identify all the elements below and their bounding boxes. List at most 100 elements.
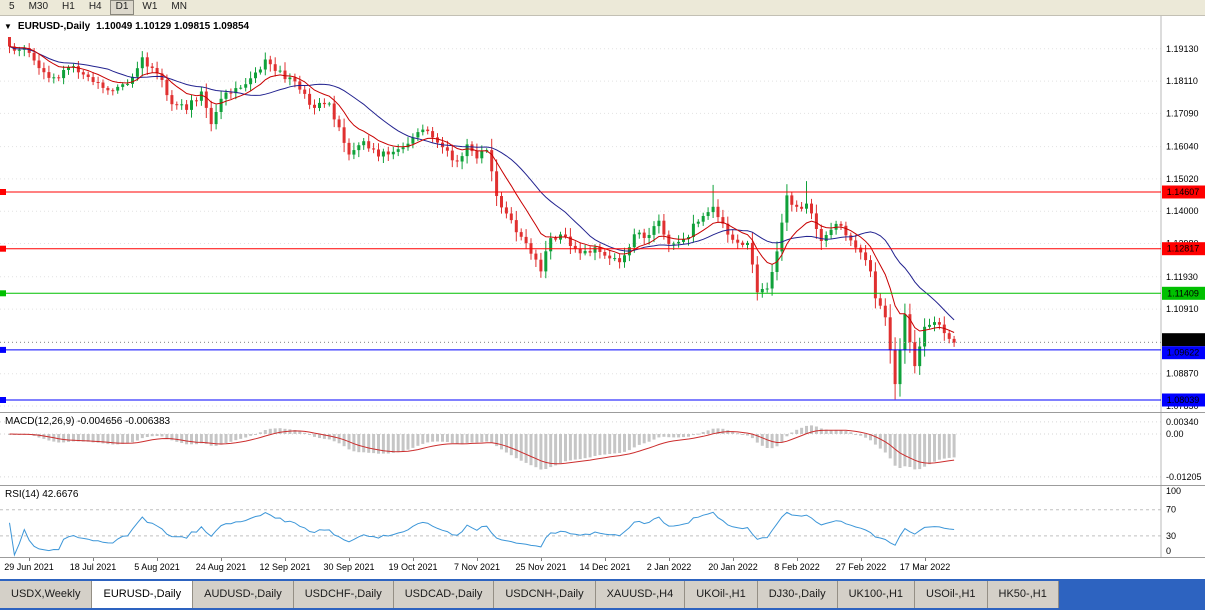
chart-symbol-label: EURUSD-,Daily: [17, 21, 91, 32]
date-axis-label: 24 Aug 2021: [195, 562, 247, 572]
price-gridlines: [0, 48, 1161, 407]
svg-text:1.12817: 1.12817: [1167, 244, 1200, 254]
svg-text:1.16040: 1.16040: [1166, 142, 1199, 152]
one-click-trading-icon[interactable]: ▼: [4, 21, 12, 31]
timeframe-button-mn[interactable]: MN: [171, 1, 187, 12]
date-tick: [541, 558, 542, 561]
price-tag: 1.14607: [1162, 185, 1205, 199]
svg-text:1.08870: 1.08870: [1166, 369, 1199, 379]
svg-text:1.14607: 1.14607: [1167, 187, 1200, 197]
chart-tab-usdx-weekly[interactable]: USDX,Weekly: [0, 581, 93, 608]
svg-text:-0.01205: -0.01205: [1166, 472, 1202, 482]
horizontal-level-line[interactable]: [0, 290, 1161, 297]
chart-tab-usoil-h1[interactable]: USOil-,H1: [915, 581, 988, 608]
svg-text:1.19130: 1.19130: [1166, 44, 1199, 54]
chart-tab-hk50-h1[interactable]: HK50-,H1: [987, 581, 1059, 608]
timeframe-button-5[interactable]: 5: [9, 1, 15, 12]
svg-text:1.10910: 1.10910: [1166, 304, 1199, 314]
svg-text:1.14000: 1.14000: [1166, 206, 1199, 216]
horizontal-level-line[interactable]: [0, 397, 1161, 403]
horizontal-level-line[interactable]: [0, 245, 1161, 252]
date-axis-label: 25 Nov 2021: [515, 562, 567, 572]
chart-tab-eurusd-daily[interactable]: EURUSD-,Daily: [92, 581, 194, 608]
price-tag: 1.12817: [1162, 242, 1205, 256]
level-left-marker: [0, 397, 6, 403]
macd-signal-line[interactable]: [9, 429, 955, 465]
date-tick: [29, 558, 30, 561]
panel-splitter[interactable]: [0, 557, 1205, 558]
date-axis-label: 29 Jun 2021: [4, 562, 54, 572]
date-tick: [797, 558, 798, 561]
price-tag: 1.08039: [1162, 393, 1205, 407]
ma-slow-line[interactable]: [9, 46, 955, 321]
timeframe-button-h1[interactable]: H1: [62, 1, 75, 12]
chart-ohlc-values: 1.10049 1.10129 1.09815 1.09854: [96, 21, 250, 32]
svg-text:1.08039: 1.08039: [1167, 395, 1200, 405]
chart-tab-usdcnh-daily[interactable]: USDCNH-,Daily: [494, 581, 596, 608]
svg-text:1.11409: 1.11409: [1167, 288, 1199, 298]
svg-text:1.09854: 1.09854: [1167, 335, 1200, 345]
date-tick: [605, 558, 606, 561]
date-tick: [157, 558, 158, 561]
date-axis-label: 30 Sep 2021: [323, 562, 375, 572]
timeframe-button-w1[interactable]: W1: [142, 1, 158, 12]
date-axis-label: 5 Aug 2021: [134, 562, 180, 572]
price-tag: 1.11409: [1162, 286, 1205, 300]
timeframe-button-d1[interactable]: D1: [109, 0, 135, 15]
chart-tab-uk100-h1[interactable]: UK100-,H1: [837, 581, 916, 608]
candlestick-series[interactable]: [8, 37, 956, 400]
svg-text:0: 0: [1166, 546, 1171, 556]
svg-text:30: 30: [1166, 531, 1176, 541]
price-tag: 1.09622: [1162, 346, 1205, 360]
date-tick: [861, 558, 862, 561]
chart-tab-ukoil-h1[interactable]: UKOil-,H1: [685, 581, 758, 608]
macd-label: MACD(12,26,9) -0.004656 -0.006383: [5, 416, 171, 427]
main-chart-panel[interactable]: 1.19130 1.18110 1.17090 1.16040 1.15020 1.140…: [0, 16, 1205, 412]
date-axis-label: 14 Dec 2021: [579, 562, 631, 572]
svg-text:1.09622: 1.09622: [1167, 348, 1200, 358]
macd-histogram: [8, 425, 956, 470]
date-tick: [349, 558, 350, 561]
chart-tab-usdchf-daily[interactable]: USDCHF-,Daily: [293, 581, 394, 608]
rsi-line[interactable]: [9, 511, 955, 557]
timeframe-button-h4[interactable]: H4: [88, 1, 102, 12]
date-tick: [733, 558, 734, 561]
date-tick: [925, 558, 926, 561]
price-tag: 1.09854: [1162, 333, 1205, 347]
level-left-marker: [0, 290, 6, 297]
rsi-canvas[interactable]: 100 70 30 0: [0, 486, 1205, 557]
date-tick: [413, 558, 414, 561]
date-tick: [477, 558, 478, 561]
level-left-marker: [0, 189, 6, 195]
horizontal-level-line[interactable]: [0, 346, 1161, 353]
macd-canvas[interactable]: 0.00340 0.00 -0.01205: [0, 413, 1205, 485]
chart-tabs-bar: USDX,Weekly EURUSD-,Daily AUDUSD-,Daily USD…: [0, 579, 1205, 610]
chart-tab-usdcad-daily[interactable]: USDCAD-,Daily: [393, 581, 495, 608]
date-axis-label: 7 Nov 2021: [453, 562, 501, 572]
macd-panel[interactable]: 0.00340 0.00 -0.01205 MACD(12,26,9) -0.004…: [0, 413, 1205, 485]
timeframe-button-m30[interactable]: M30: [28, 1, 49, 12]
svg-text:1.17090: 1.17090: [1166, 108, 1199, 118]
timeframe-toolbar: 5 M30 H1 H4 D1 W1 MN: [0, 0, 1205, 16]
svg-text:0.00340: 0.00340: [1166, 417, 1199, 427]
rsi-panel[interactable]: 100 70 30 0 RSI(14) 42.6676: [0, 486, 1205, 557]
date-axis[interactable]: 29 Jun 2021 18 Jul 2021 5 Aug 2021 24 Aug 2…: [0, 558, 1205, 579]
rsi-label: RSI(14) 42.6676: [5, 489, 79, 500]
date-axis-label: 2 Jan 2022: [646, 562, 692, 572]
panel-splitter[interactable]: [0, 412, 1205, 413]
chart-tab-audusd-daily[interactable]: AUDUSD-,Daily: [193, 581, 294, 608]
main-chart-canvas[interactable]: 1.19130 1.18110 1.17090 1.16040 1.15020 1.140…: [0, 16, 1205, 412]
chart-title: ▼ EURUSD-,Daily 1.10049 1.10129 1.09815 …: [4, 21, 249, 32]
date-axis-label: 12 Sep 2021: [259, 562, 311, 572]
chart-tab-xauusd-h4[interactable]: XAUUSD-,H4: [595, 581, 686, 608]
chart-tab-dj30-daily[interactable]: DJ30-,Daily: [757, 581, 838, 608]
date-axis-label: 17 Mar 2022: [899, 562, 951, 572]
date-axis-label: 27 Feb 2022: [835, 562, 887, 572]
date-tick: [93, 558, 94, 561]
date-axis-label: 18 Jul 2021: [69, 562, 117, 572]
svg-text:1.18110: 1.18110: [1166, 76, 1198, 86]
ma-fast-line[interactable]: [9, 46, 955, 333]
level-left-marker: [0, 245, 6, 252]
horizontal-level-line[interactable]: [0, 189, 1161, 195]
panel-splitter[interactable]: [0, 485, 1205, 486]
